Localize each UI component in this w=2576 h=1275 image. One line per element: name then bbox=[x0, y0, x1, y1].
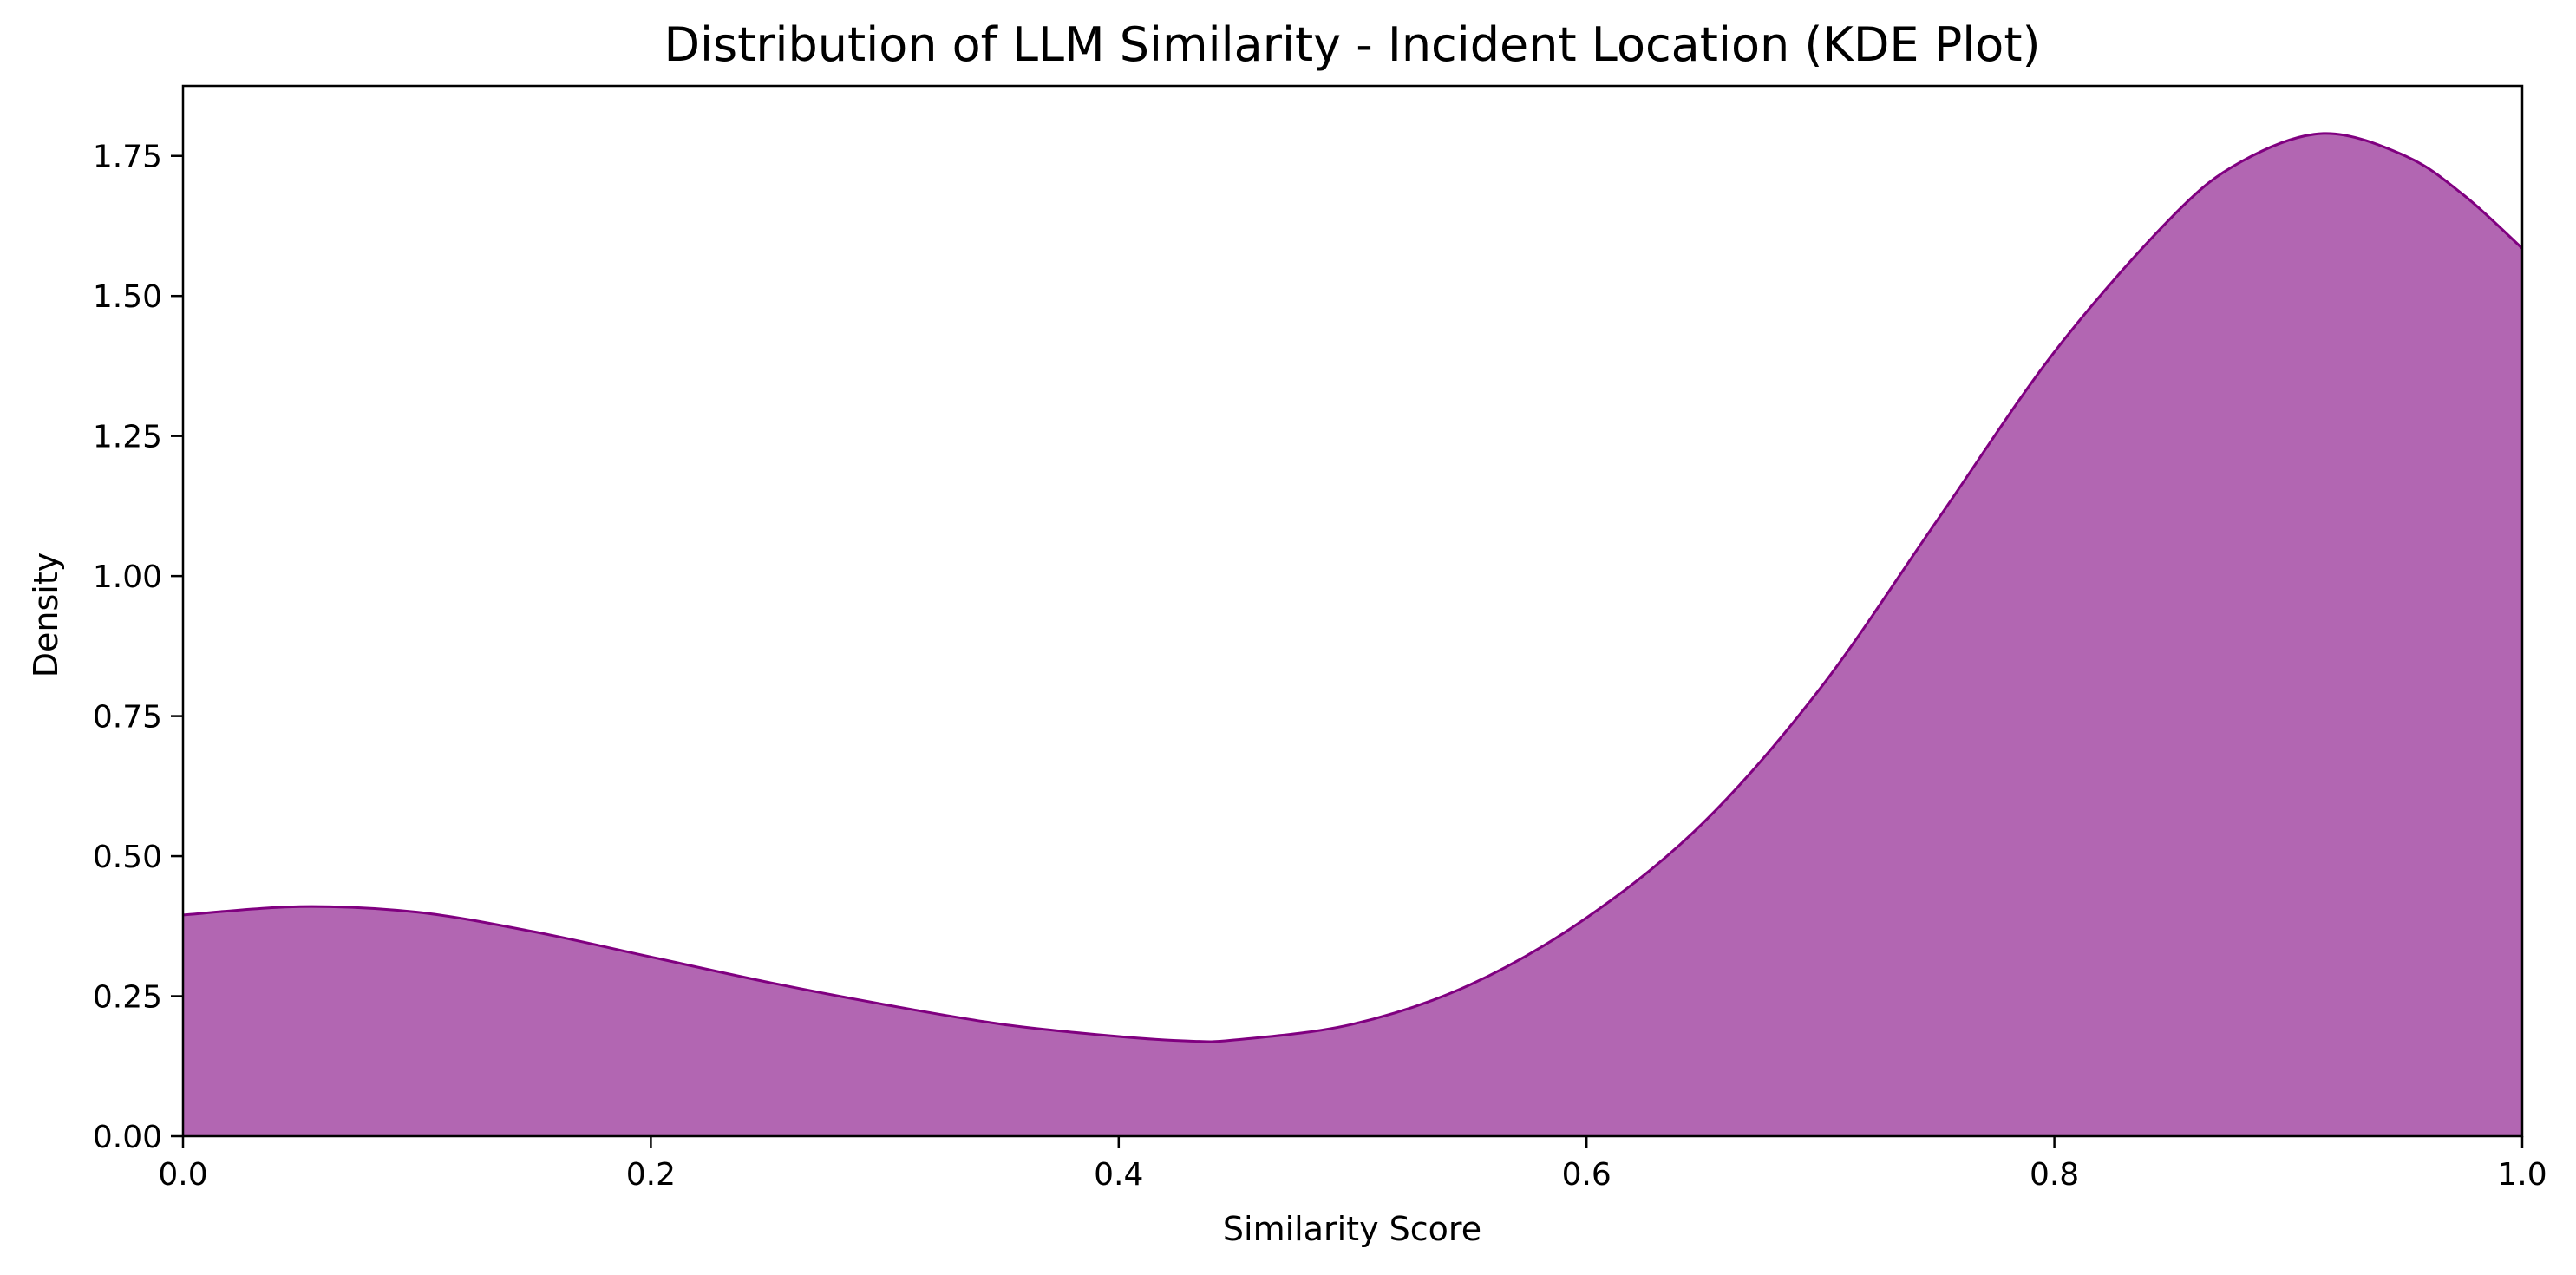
y-axis-label: Density bbox=[27, 552, 65, 677]
y-tick-label: 1.00 bbox=[93, 559, 162, 595]
y-axis: 0.00 0.25 0.50 0.75 1.00 1.25 1.50 1.75 bbox=[93, 140, 183, 1155]
x-tick-label: 0.8 bbox=[2030, 1157, 2079, 1193]
plot-area bbox=[181, 84, 2524, 1138]
x-axis: 0.0 0.2 0.4 0.6 0.8 1.0 bbox=[158, 1136, 2547, 1193]
plot-frame bbox=[181, 84, 2524, 1138]
x-axis-label: Similarity Score bbox=[1223, 1210, 1481, 1248]
x-tick-label: 1.0 bbox=[2497, 1157, 2547, 1193]
x-tick-label: 0.6 bbox=[1562, 1157, 1612, 1193]
kde-curve-line-0 bbox=[182, 132, 2524, 1043]
x-tick-label: 0.0 bbox=[158, 1157, 207, 1193]
y-tick-label: 1.50 bbox=[93, 279, 162, 315]
y-tick-label: 0.75 bbox=[93, 700, 162, 736]
y-tick-label: 1.25 bbox=[93, 420, 162, 455]
x-tick-label: 0.2 bbox=[626, 1157, 676, 1193]
y-tick-label: 0.50 bbox=[93, 840, 162, 875]
y-tick-label: 0.00 bbox=[93, 1120, 162, 1155]
x-tick-label: 0.4 bbox=[1094, 1157, 1143, 1193]
y-tick-label: 0.25 bbox=[93, 980, 162, 1016]
y-tick-label: 1.75 bbox=[93, 140, 162, 175]
chart-title: Distribution of LLM Similarity - Inciden… bbox=[664, 17, 2040, 72]
kde-area-fill-0 bbox=[183, 133, 2522, 1136]
